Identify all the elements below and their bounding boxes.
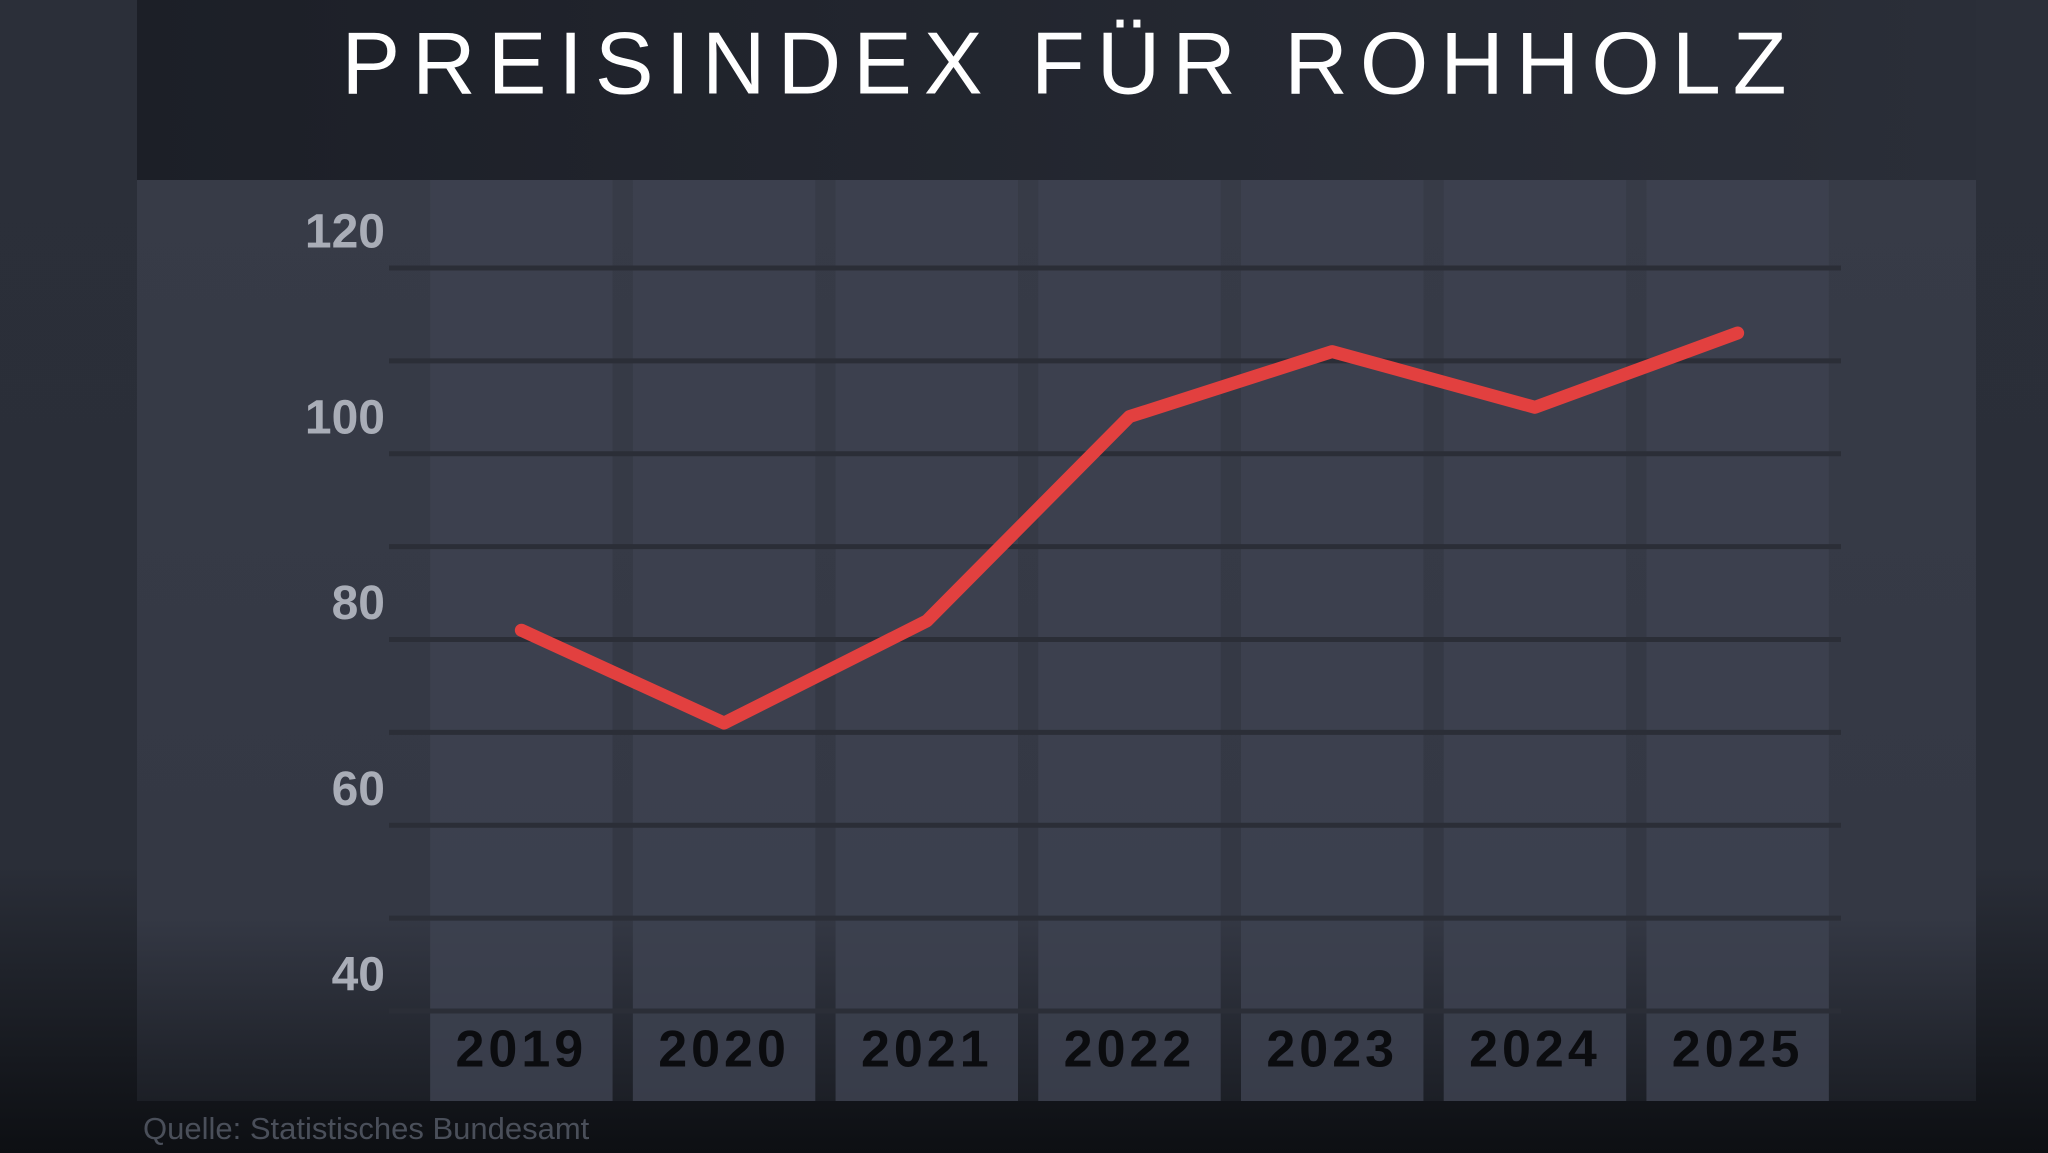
plot: 2019 2020 2021 2022 2023 2024 2025 40 60 80 100 120: [305, 206, 1804, 1079]
y-tick-label: 60: [332, 763, 385, 816]
x-tick-label: 2021: [861, 1021, 993, 1079]
y-tick-label: 120: [305, 206, 385, 259]
x-tick-label: 2020: [658, 1021, 790, 1079]
chart-title: PREISINDEX FÜR ROHHOLZ: [341, 13, 1798, 112]
title-band: [137, 0, 1976, 180]
x-tick-label: 2023: [1266, 1021, 1398, 1079]
y-tick-label: 40: [332, 949, 385, 1002]
y-tick-label: 80: [332, 577, 385, 630]
grid: [389, 265, 1841, 1014]
x-tick-label: 2025: [1672, 1021, 1804, 1079]
data-line: [514, 326, 1745, 730]
y-tick-label: 100: [305, 391, 385, 444]
x-tick-label: 2019: [456, 1021, 588, 1079]
source-note: Quelle: Statistisches Bundesamt: [143, 1111, 590, 1146]
x-tick-label: 2024: [1469, 1021, 1601, 1079]
x-tick-label: 2022: [1064, 1021, 1196, 1079]
